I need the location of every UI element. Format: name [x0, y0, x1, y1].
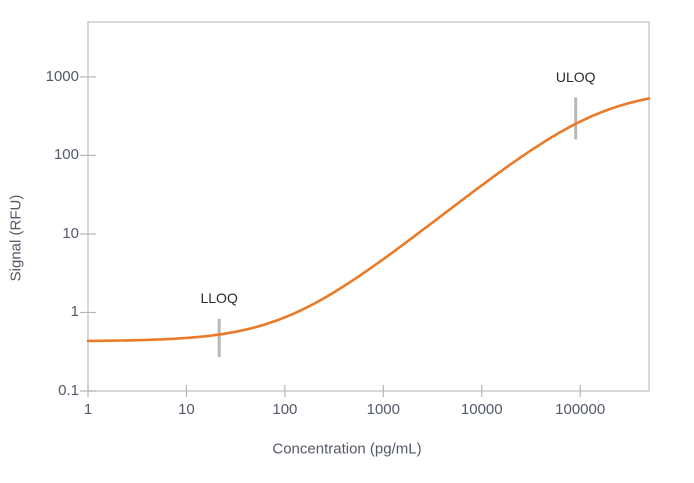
x-tick-label: 100000: [555, 401, 606, 418]
uloq-label: ULOQ: [555, 68, 596, 85]
y-tick-label: 1: [70, 303, 79, 321]
x-tick-label: 1: [83, 401, 93, 418]
plot-border: [87, 21, 650, 392]
x-tick-label: 1000: [366, 401, 400, 418]
calibration-curve: [86, 97, 651, 343]
x-tick-label: 10: [178, 401, 195, 418]
y-tick-label: 100: [53, 146, 79, 164]
x-axis-title: Concentration (pg/mL): [272, 440, 422, 458]
lloq-label: LLOQ: [200, 289, 238, 306]
y-tick-label: 0.1: [58, 382, 79, 399]
x-tick-label: 10000: [460, 401, 503, 418]
y-tick-label: 1000: [45, 67, 79, 85]
x-tick-label: 100: [272, 401, 298, 418]
y-tick-label: 10: [62, 224, 79, 242]
